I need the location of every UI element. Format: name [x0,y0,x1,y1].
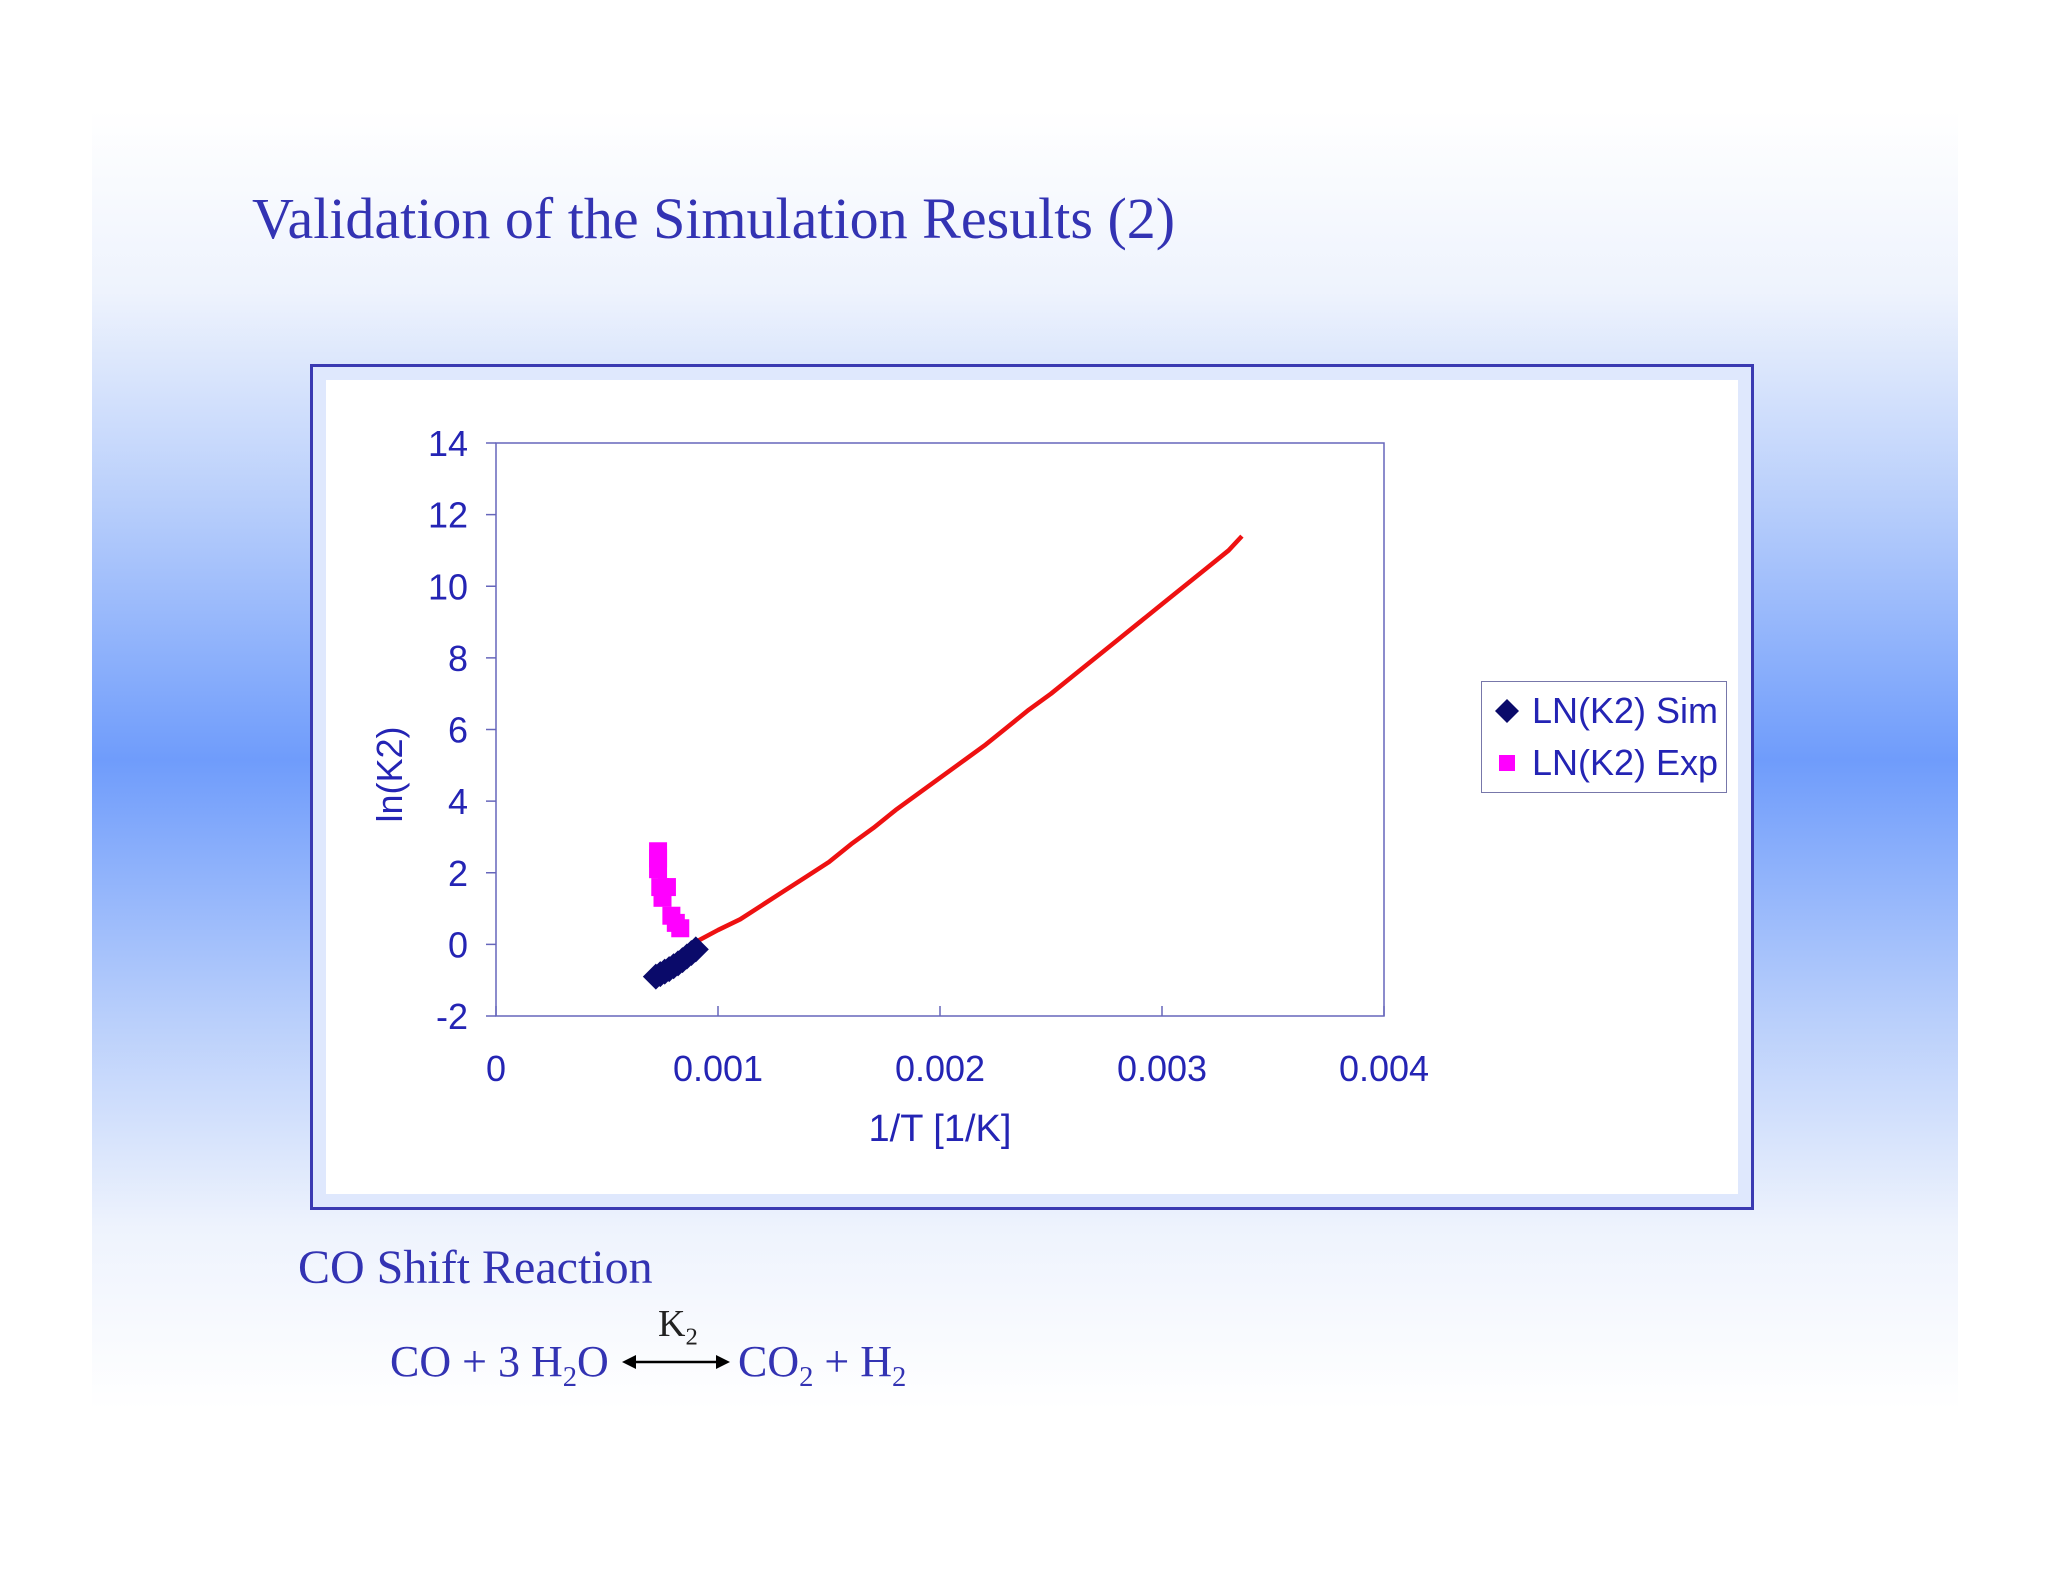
y-tick-label: 12 [428,495,468,536]
double-arrow-icon [622,1355,730,1369]
plot-border [495,442,1385,1017]
constant-subscript: 2 [685,1323,698,1351]
y-tick-label: 8 [448,638,468,679]
chart-area: -2 0 2 4 6 8 10 12 14 0 0.001 0.002 0.003 0.004 1/T [1… [326,380,1738,1194]
x-tick-label: 0.001 [673,1048,763,1089]
exp-data-point [649,860,668,879]
chart-legend: LN(K2) Sim LN(K2) Exp [1481,681,1727,793]
y-tick-label: 0 [448,924,468,965]
chart-plot: -2 0 2 4 6 8 10 12 14 0 0.001 0.002 0.003 0.004 1/T [1… [369,423,1429,1150]
y-tick-label: 4 [448,781,468,822]
y-axis-label: ln(K2) [369,726,410,822]
diamond-marker-icon [1495,699,1519,723]
x-tick-label: 0.004 [1339,1048,1429,1089]
legend-label-exp: LN(K2) Exp [1532,742,1719,783]
chart-frame: -2 0 2 4 6 8 10 12 14 0 0.001 0.002 0.003 0.004 1/T [1… [310,364,1754,1210]
legend-item-sim: LN(K2) Sim [1492,686,1718,736]
y-tick-label: -2 [436,996,468,1037]
reactant-text: CO + 3 H [390,1337,563,1386]
y-tick-label: 10 [428,566,468,607]
constant-letter: K [658,1303,686,1345]
y-tick-label: 14 [428,423,468,464]
equation-reactants: CO + 3 H2O [390,1336,609,1392]
equilibrium-constant: K2 [658,1302,698,1349]
x-tick-label: 0.003 [1117,1048,1207,1089]
exp-data-point [657,878,676,897]
x-tick-label: 0 [486,1048,506,1089]
equation-products: CO2 + H2 [738,1336,906,1392]
reaction-caption: CO Shift Reaction [298,1241,653,1294]
legend-label-sim: LN(K2) Sim [1532,690,1719,731]
h2-subscript: 2 [892,1362,907,1393]
product-hydrogen: + H [813,1337,893,1386]
x-tick-label: 0.002 [895,1048,985,1089]
reactant-oxygen: O [577,1337,609,1386]
y-tick-label: 2 [448,853,468,894]
reaction-equation: CO + 3 H2O K2 CO2 + H2 [390,1303,990,1416]
y-tick-label: 6 [448,710,468,751]
sim-data-point [682,936,709,963]
product-co: CO [738,1337,800,1386]
slide-title: Validation of the Simulation Results (2) [252,186,1176,251]
co2-subscript: 2 [799,1362,814,1393]
square-marker-icon [1499,755,1515,771]
exp-data-point [671,919,690,938]
water-subscript: 2 [562,1362,578,1393]
legend-item-exp: LN(K2) Exp [1492,738,1718,788]
trend-line [696,534,1244,943]
x-axis-label: 1/T [1/K] [869,1108,1012,1150]
